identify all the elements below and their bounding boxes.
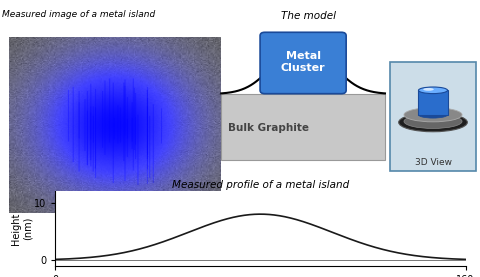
Ellipse shape [404, 114, 462, 129]
Ellipse shape [423, 88, 434, 91]
Text: 3D View: 3D View [415, 158, 452, 167]
Text: Measured image of a metal island: Measured image of a metal island [2, 11, 156, 19]
Ellipse shape [399, 113, 468, 132]
Text: Metal
Cluster: Metal Cluster [281, 51, 325, 73]
Ellipse shape [419, 111, 447, 118]
Title: Measured profile of a metal island: Measured profile of a metal island [172, 180, 349, 190]
Y-axis label: Height
(nm): Height (nm) [11, 212, 33, 245]
Ellipse shape [404, 108, 462, 122]
FancyBboxPatch shape [221, 94, 385, 160]
FancyBboxPatch shape [260, 32, 346, 94]
FancyBboxPatch shape [390, 62, 476, 171]
Text: Bulk Graphite: Bulk Graphite [228, 123, 309, 133]
Ellipse shape [419, 87, 447, 94]
Text: The model: The model [281, 11, 336, 21]
FancyBboxPatch shape [419, 90, 447, 115]
